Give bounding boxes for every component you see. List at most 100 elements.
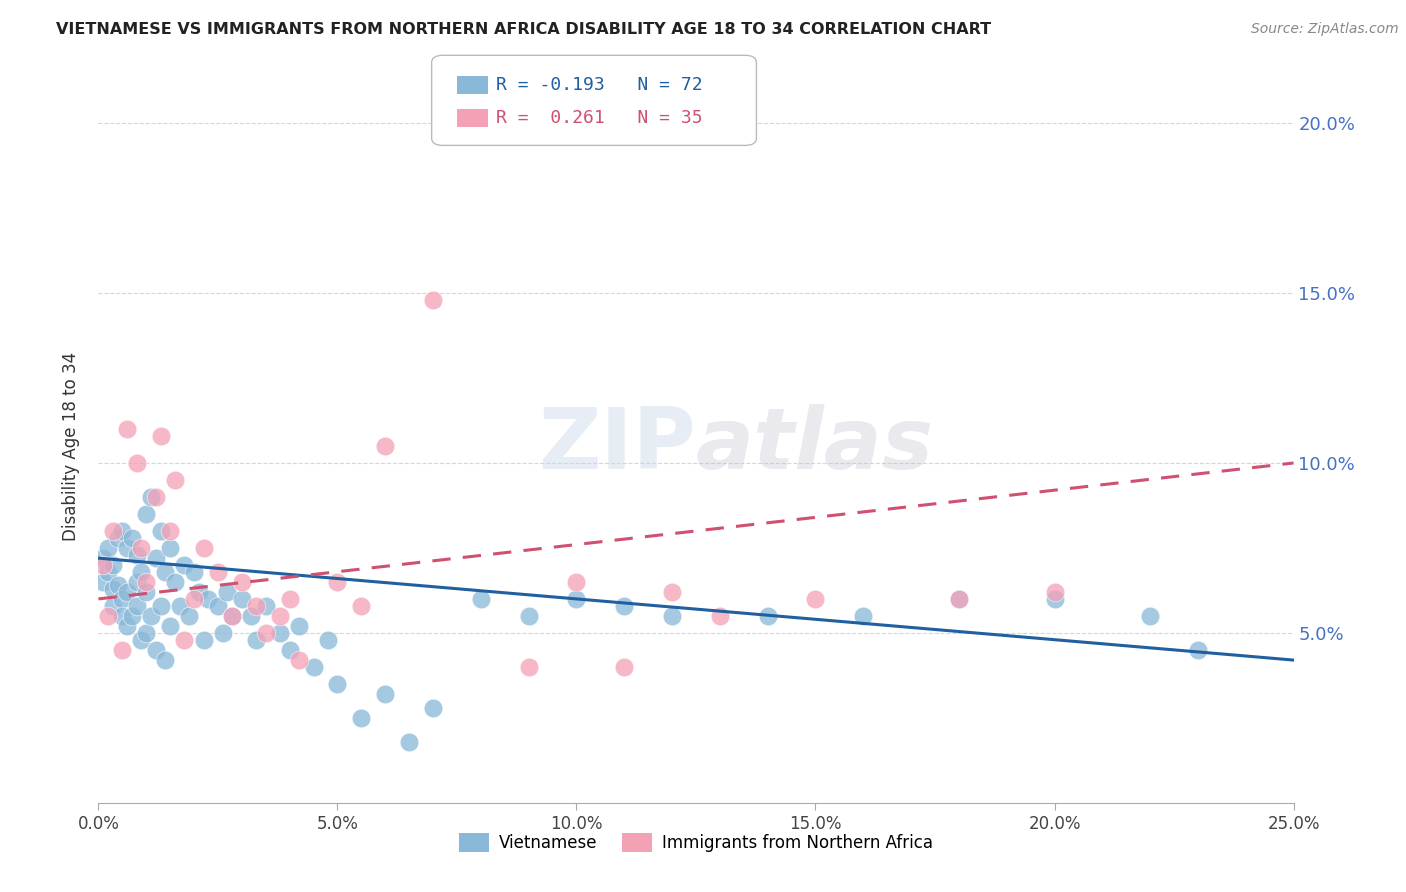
Point xyxy=(326,677,349,691)
Point xyxy=(422,700,444,714)
Point xyxy=(948,591,970,606)
Point xyxy=(302,660,325,674)
Point xyxy=(97,608,120,623)
Point xyxy=(756,608,779,623)
Point xyxy=(1043,585,1066,599)
Point xyxy=(221,608,243,623)
Point xyxy=(254,626,277,640)
Point xyxy=(115,541,138,555)
Point xyxy=(163,574,186,589)
Point xyxy=(173,558,195,572)
Point xyxy=(149,429,172,443)
Point xyxy=(278,643,301,657)
Point xyxy=(661,608,683,623)
Point xyxy=(111,643,134,657)
Point xyxy=(245,632,267,647)
Point xyxy=(91,574,114,589)
Point xyxy=(131,541,153,555)
Point xyxy=(948,591,970,606)
Point xyxy=(91,558,114,572)
Point xyxy=(193,541,215,555)
Text: R =  0.261   N = 35: R = 0.261 N = 35 xyxy=(496,109,703,127)
Point xyxy=(183,565,205,579)
Point xyxy=(613,660,636,674)
Point xyxy=(149,599,172,613)
Point xyxy=(131,632,153,647)
Point xyxy=(115,422,138,436)
Point xyxy=(207,599,229,613)
Point xyxy=(159,541,181,555)
Point xyxy=(231,574,253,589)
Point xyxy=(135,507,157,521)
Point xyxy=(97,565,120,579)
Point xyxy=(183,591,205,606)
Point xyxy=(350,711,373,725)
Point xyxy=(149,524,172,538)
Point xyxy=(173,632,195,647)
Point xyxy=(374,687,396,701)
Point xyxy=(155,565,177,579)
Point xyxy=(169,599,191,613)
Point xyxy=(422,293,444,307)
Point xyxy=(125,456,148,470)
Point xyxy=(159,524,181,538)
Point xyxy=(101,524,124,538)
Point xyxy=(565,591,588,606)
Text: VIETNAMESE VS IMMIGRANTS FROM NORTHERN AFRICA DISABILITY AGE 18 TO 34 CORRELATIO: VIETNAMESE VS IMMIGRANTS FROM NORTHERN A… xyxy=(56,22,991,37)
Point xyxy=(217,585,239,599)
Point xyxy=(613,599,636,613)
Point xyxy=(97,541,120,555)
Y-axis label: Disability Age 18 to 34: Disability Age 18 to 34 xyxy=(62,351,80,541)
Point xyxy=(115,619,138,633)
Point xyxy=(125,548,148,562)
Point xyxy=(269,608,291,623)
Point xyxy=(111,608,134,623)
Point xyxy=(278,591,301,606)
Point xyxy=(245,599,267,613)
Point xyxy=(135,585,157,599)
Point xyxy=(288,653,311,667)
Point xyxy=(804,591,827,606)
Text: ZIP: ZIP xyxy=(538,404,696,488)
Point xyxy=(163,473,186,487)
Point xyxy=(1187,643,1209,657)
Point xyxy=(107,531,129,545)
Point xyxy=(101,582,124,596)
Point xyxy=(398,734,420,748)
Point xyxy=(565,574,588,589)
Point xyxy=(316,632,339,647)
Point xyxy=(254,599,277,613)
Point xyxy=(1139,608,1161,623)
Point xyxy=(125,574,148,589)
Point xyxy=(115,585,138,599)
Point xyxy=(145,490,167,504)
Point xyxy=(517,608,540,623)
Point xyxy=(374,439,396,453)
Point xyxy=(350,599,373,613)
Point xyxy=(155,653,177,667)
Point xyxy=(661,585,683,599)
Point xyxy=(101,558,124,572)
Legend: Vietnamese, Immigrants from Northern Africa: Vietnamese, Immigrants from Northern Afr… xyxy=(453,826,939,859)
Point xyxy=(288,619,311,633)
Point xyxy=(107,578,129,592)
Point xyxy=(139,490,162,504)
Text: Source: ZipAtlas.com: Source: ZipAtlas.com xyxy=(1251,22,1399,37)
Point xyxy=(193,632,215,647)
Point xyxy=(470,591,492,606)
Point xyxy=(111,591,134,606)
Point xyxy=(135,574,157,589)
Point xyxy=(197,591,219,606)
Point xyxy=(179,608,201,623)
Point xyxy=(517,660,540,674)
Point xyxy=(709,608,731,623)
Point xyxy=(221,608,243,623)
Point xyxy=(121,608,143,623)
Point xyxy=(269,626,291,640)
Point xyxy=(1043,591,1066,606)
Point xyxy=(139,608,162,623)
Point xyxy=(145,551,167,566)
Point xyxy=(125,599,148,613)
Point xyxy=(101,599,124,613)
Point xyxy=(91,551,114,566)
